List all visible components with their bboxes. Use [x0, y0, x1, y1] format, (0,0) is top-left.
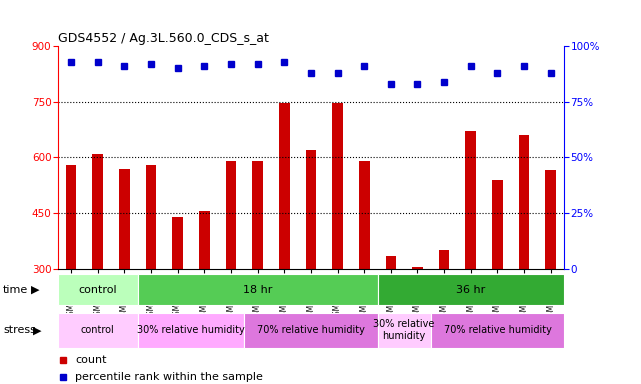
Bar: [431, 313, 564, 348]
Bar: [332, 103, 343, 269]
Bar: [279, 103, 290, 269]
Text: 30% relative humidity: 30% relative humidity: [137, 325, 245, 335]
Bar: [385, 256, 396, 269]
Bar: [138, 313, 244, 348]
Bar: [199, 211, 210, 269]
Text: control: control: [81, 325, 115, 335]
Bar: [545, 170, 556, 269]
Bar: [244, 313, 378, 348]
Bar: [306, 150, 316, 269]
Text: ▶: ▶: [33, 325, 41, 335]
Text: time: time: [3, 285, 28, 295]
Bar: [58, 313, 138, 348]
Bar: [226, 161, 237, 269]
Bar: [65, 165, 76, 269]
Bar: [439, 250, 449, 269]
Text: 18 hr: 18 hr: [243, 285, 272, 295]
Bar: [138, 274, 378, 306]
Text: 70% relative humidity: 70% relative humidity: [257, 325, 365, 335]
Text: 30% relative
humidity: 30% relative humidity: [374, 319, 435, 341]
Bar: [119, 169, 129, 269]
Text: GDS4552 / Ag.3L.560.0_CDS_s_at: GDS4552 / Ag.3L.560.0_CDS_s_at: [58, 32, 269, 45]
Text: control: control: [78, 285, 117, 295]
Text: count: count: [76, 355, 107, 365]
Bar: [378, 313, 431, 348]
Bar: [359, 161, 369, 269]
Text: percentile rank within the sample: percentile rank within the sample: [76, 372, 263, 382]
Bar: [172, 217, 183, 269]
Bar: [58, 274, 138, 306]
Bar: [146, 165, 156, 269]
Text: ▶: ▶: [31, 285, 39, 295]
Bar: [92, 154, 103, 269]
Text: 70% relative humidity: 70% relative humidity: [444, 325, 551, 335]
Text: stress: stress: [3, 325, 36, 335]
Text: 36 hr: 36 hr: [456, 285, 485, 295]
Bar: [519, 135, 529, 269]
Bar: [465, 131, 476, 269]
Bar: [412, 267, 423, 269]
Bar: [492, 180, 503, 269]
Bar: [378, 274, 564, 306]
Bar: [253, 161, 263, 269]
